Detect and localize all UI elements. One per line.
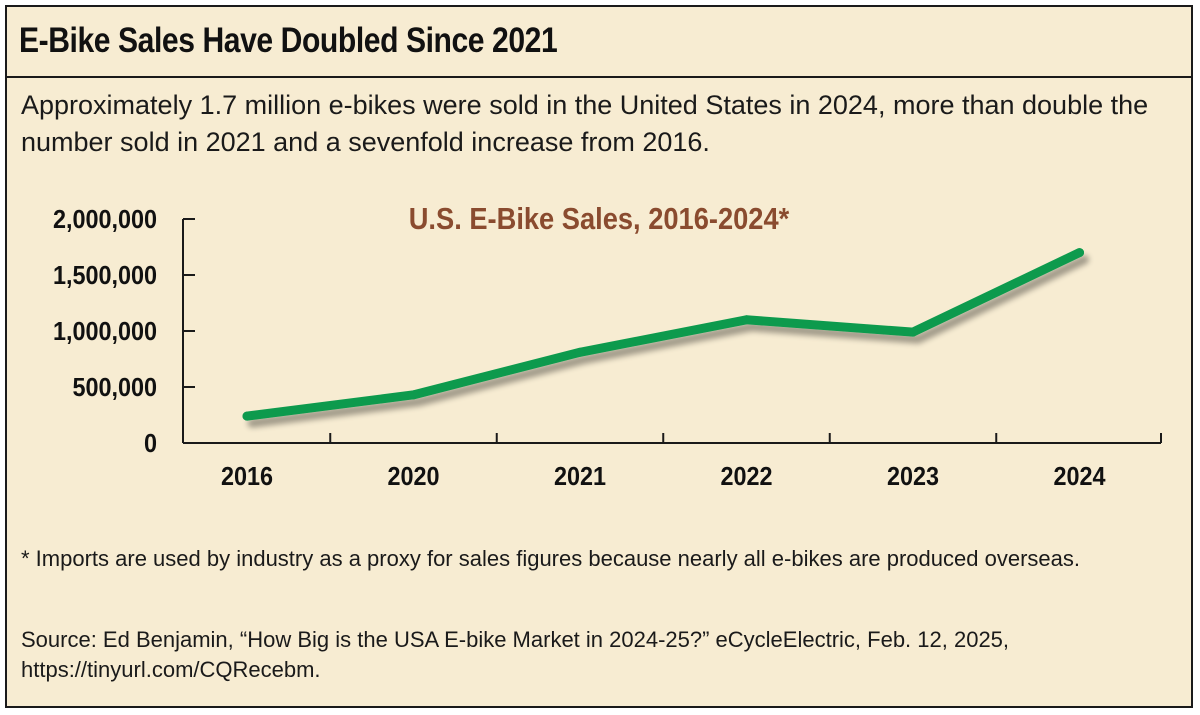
data-point [742, 315, 751, 325]
y-axis: 0 500,000 1,000,000 1,500,000 2,000,000 [53, 206, 195, 458]
y-tick-label: 2,000,000 [53, 206, 157, 234]
ebike-sales-line-chart: U.S. E-Bike Sales, 2016-2024* 0 500,000 1,… [53, 202, 1162, 491]
x-tick-label: 2016 [221, 463, 273, 491]
series-group [242, 248, 1084, 421]
x-tick-label: 2024 [1053, 463, 1105, 491]
y-tick-label: 500,000 [72, 374, 157, 402]
x-axis: 2016 2020 2021 2022 2023 2024 [183, 433, 1162, 491]
chart-title: U.S. E-Bike Sales, 2016-2024* [409, 202, 790, 236]
source-citation: Source: Ed Benjamin, “How Big is the USA… [21, 627, 1010, 682]
x-tick-label: 2020 [387, 463, 439, 491]
y-tick-label: 0 [144, 430, 157, 458]
headline-divider [7, 76, 1191, 78]
subhead: Approximately 1.7 million e-bikes were s… [21, 90, 1149, 157]
x-tick-label: 2023 [887, 463, 939, 491]
footnote: * Imports are used by industry as a prox… [21, 546, 1080, 571]
y-tick-label: 1,000,000 [53, 318, 157, 346]
data-point [908, 327, 918, 337]
y-tick-label: 1,500,000 [53, 262, 157, 290]
data-point [575, 347, 585, 357]
series-line-ebike-sales [242, 248, 1084, 421]
data-point [409, 390, 418, 400]
infographic-card: E-Bike Sales Have Doubled Since 2021 App… [5, 5, 1193, 708]
data-point [242, 411, 252, 421]
data-point [1075, 248, 1084, 258]
x-tick-label: 2022 [720, 463, 772, 491]
x-tick-label: 2021 [554, 463, 606, 491]
headline: E-Bike Sales Have Doubled Since 2021 [19, 21, 558, 60]
